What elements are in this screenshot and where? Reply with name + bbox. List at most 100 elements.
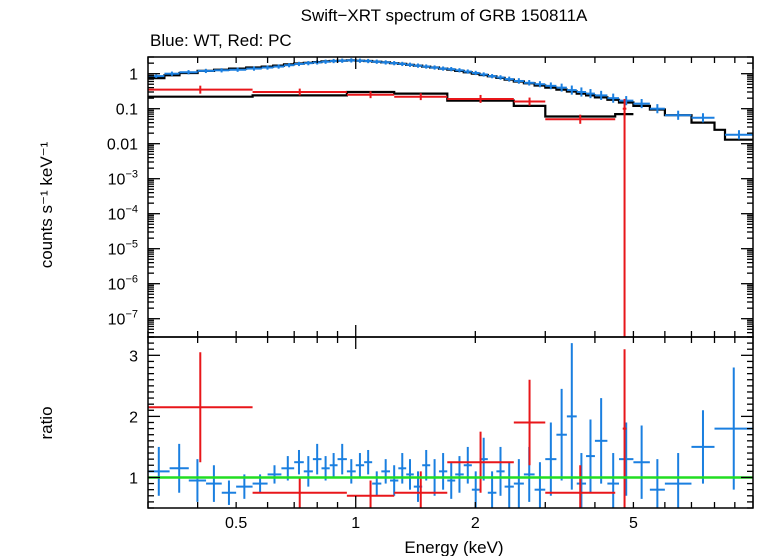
data-point-pc [447,94,514,103]
data-point-wt [372,59,382,64]
data-point-pc [545,114,616,124]
data-point-wt [471,70,480,76]
ratio-point-pc [252,477,347,508]
ratio-point-wt [329,453,338,478]
ratio-point-wt [664,453,692,508]
data-point-wt [164,71,180,76]
x-tick-label: 0.5 [225,515,247,532]
data-point-wt [284,63,295,68]
y-tick-label: 10−3 [108,169,138,189]
ratio-point-wt [355,453,365,478]
data-point-pc [346,91,395,99]
data-point-wt [294,61,304,67]
ratio-point-wt [619,422,634,496]
ratio-point-wt [169,443,189,493]
data-point-wt [229,67,247,72]
data-point-wt [576,87,587,97]
ratio-point-wt [447,462,456,499]
data-point-wt [534,81,546,88]
data-point-wt [179,70,198,75]
ratio-y-tick-label: 2 [129,409,138,426]
ratio-point-wt [691,410,715,484]
data-point-wt [513,78,524,84]
data-point-wt [321,59,330,64]
data-point-wt [504,76,514,82]
data-point-wt [447,67,456,72]
data-point-wt [346,58,356,63]
y-tick-label: 1 [129,67,138,84]
ratio-point-wt [556,388,567,481]
ratio-point-pc [346,480,395,508]
ratio-point-wt [267,465,282,484]
ratio-y-tick-label: 1 [129,470,138,487]
data-point-wt [197,68,215,74]
data-point-wt [246,66,262,71]
spectrum-y-axis-label: counts s⁻¹ keV⁻¹ [37,141,56,268]
data-point-wt [381,60,391,65]
data-point-wt [329,58,338,64]
data-point-wt [691,113,715,123]
ratio-point-pc [148,352,253,463]
ratio-point-wt [303,456,313,487]
data-point-pc [148,85,253,94]
data-point-wt [273,64,285,69]
y-tick-label: 0.01 [107,137,138,154]
ratio-data-layer [148,343,753,508]
data-point-wt [148,74,165,78]
data-point-wt [664,110,692,120]
ratio-point-pc [447,431,514,493]
ratio-point-pc [513,379,546,466]
ratio-point-wt [633,425,650,499]
data-point-wt [566,85,577,95]
x-tick-label: 1 [351,515,360,532]
data-point-wt [463,69,472,74]
data-point-wt [455,68,464,73]
data-point-wt [430,65,439,70]
data-point-wt [422,64,431,69]
data-point-wt [355,58,365,63]
ratio-point-wt [594,398,608,484]
ratio-point-wt [607,453,620,508]
data-point-wt [398,61,407,67]
ratio-point-wt [406,459,414,490]
ratio-point-wt [438,453,448,490]
chart-title: Swift−XRT spectrum of GRB 150811A [301,6,588,25]
ratio-point-wt [513,459,524,508]
ratio-y-tick-label: 3 [129,348,138,365]
data-point-wt [523,80,535,86]
ratio-point-wt [206,465,222,502]
data-point-wt [261,65,274,70]
data-point-wt [649,104,665,114]
ratio-point-wt [576,453,587,508]
ratio-point-wt [649,459,665,508]
ratio-point-wt [294,449,304,475]
data-point-wt [479,72,488,77]
ratio-point-wt [566,343,577,490]
ratio-point-wt [312,443,322,475]
y-tick-label: 0.1 [116,102,138,119]
data-point-wt [303,61,313,66]
data-point-wt [556,83,567,92]
data-point-wt [487,74,497,79]
data-point-pc [394,93,448,101]
ratio-point-wt [422,449,431,481]
data-point-wt [724,130,753,140]
ratio-point-wt [504,462,514,508]
data-point-wt [438,66,448,71]
x-axis-label: Energy (keV) [404,538,503,556]
data-point-wt [619,96,634,106]
data-point-wt [214,68,230,73]
x-tick-label: 2 [471,515,480,532]
ratio-point-wt [188,459,207,502]
ratio-point-wt [534,462,546,508]
ratio-point-wt [372,471,382,496]
ratio-point-wt [586,419,595,493]
data-point-pc [513,97,546,106]
data-point-wt [390,61,399,66]
ratio-point-wt [496,446,505,496]
data-point-wt [413,63,423,68]
y-tick-label: 10−4 [108,204,138,224]
ratio-point-wt [390,465,399,496]
ratio-point-wt [364,449,373,475]
